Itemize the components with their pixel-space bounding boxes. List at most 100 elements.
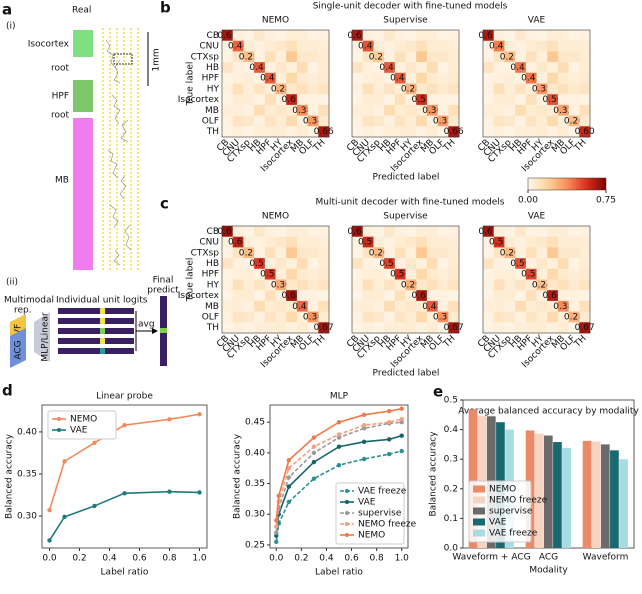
heatmap-cell [437, 279, 449, 291]
bar [534, 433, 544, 548]
group-title: Multi-unit decoder with fine-tuned model… [316, 198, 505, 208]
heatmap-cell [243, 311, 255, 323]
heatmap-cell [525, 311, 537, 323]
heatmap-cell [493, 104, 505, 116]
x-axis-label: Predicted label [373, 369, 440, 379]
row-label: OLF [202, 312, 219, 322]
heatmap-cell [437, 311, 449, 323]
heatmap-cell [232, 104, 244, 116]
series-marker [336, 435, 342, 440]
heatmap-cell [448, 115, 460, 127]
heatmap-cell [352, 94, 363, 106]
probe-lines [102, 28, 139, 272]
y-tick-label: 0.40 [245, 448, 265, 458]
heatmap-cell [504, 290, 516, 302]
cell-label: 0.65 [347, 31, 367, 41]
heatmap-cell [536, 72, 548, 84]
heatmap-cell [568, 279, 580, 291]
heatmap-cell [547, 62, 559, 74]
cell-label: 0.55 [260, 270, 280, 280]
heatmap-cell [416, 126, 428, 138]
heatmap-cell [307, 51, 319, 63]
heatmap-cell [384, 72, 396, 84]
x-axis-label: Modality [529, 566, 568, 576]
heatmap-cell [352, 30, 363, 41]
heatmap-cell [307, 72, 319, 84]
heatmap-cell [232, 72, 244, 84]
heatmap-cell [232, 258, 244, 270]
heatmap-cell [568, 94, 580, 106]
heatmap-cell [394, 104, 406, 116]
heatmap-cell [483, 311, 494, 323]
heatmap-cell [264, 247, 276, 259]
series-marker [361, 456, 367, 462]
heatmap-cell [493, 30, 505, 41]
heatmap-cell [394, 247, 406, 259]
x-tick-label: 0.8 [162, 554, 177, 564]
heatmap-cell [254, 279, 266, 291]
heatmap-cell [437, 72, 449, 84]
heatmap-cell [286, 322, 298, 334]
y-axis-label: Balanced accuracy [429, 431, 439, 517]
heatmap-cell [525, 126, 537, 138]
row-label: CB [207, 31, 219, 41]
cell-label: 0.66 [444, 127, 464, 137]
heatmap-cell [437, 247, 449, 259]
heatmap-cell [493, 226, 505, 237]
heatmap-cell [405, 40, 417, 52]
heatmap-cell [275, 51, 287, 63]
heatmap-cell [243, 83, 255, 95]
row-label: MB [205, 106, 219, 116]
legend-label: supervise [489, 507, 533, 517]
heatmap-cell [579, 30, 591, 41]
heatmap-cell [525, 258, 537, 270]
heatmap-cell [286, 268, 298, 280]
heatmap-cell [579, 104, 591, 116]
heatmap-cell [394, 322, 406, 334]
heatmap-cell [307, 226, 319, 237]
heatmap-cell [384, 311, 396, 323]
heatmap-cell [373, 322, 385, 334]
heatmap-cell [352, 322, 363, 334]
heatmap-cell [384, 268, 396, 280]
heatmap-cell [243, 30, 255, 41]
region-label: root [51, 111, 70, 121]
heatmap-cell [568, 268, 580, 280]
series-marker [336, 432, 342, 437]
heatmap-cell [483, 322, 494, 334]
heatmap-cell [525, 226, 537, 237]
heatmap-cell [264, 51, 276, 63]
heatmap-cell [437, 51, 449, 63]
heatmap-cell [557, 290, 569, 302]
heatmap-cell [547, 40, 559, 52]
heatmap-cell [373, 236, 385, 248]
heatmap-cell [579, 226, 591, 237]
cell-label: 0.48 [390, 74, 410, 84]
heatmap-cell [394, 40, 406, 52]
series-marker [274, 533, 279, 538]
heatmap-cell [222, 268, 233, 280]
colorbar [527, 177, 607, 191]
heatmap-cell [568, 236, 580, 248]
heatmap-cell [547, 258, 559, 270]
bar [468, 409, 478, 548]
x-tick-label: 0.0 [42, 554, 57, 564]
multimodal-label: rep. [14, 306, 32, 316]
cell-label: 0.61 [228, 238, 248, 248]
heatmap-cell [243, 236, 255, 248]
heatmap-cell [504, 247, 516, 259]
heatmap-cell [286, 126, 298, 138]
heatmap-cell [493, 62, 505, 74]
heatmap-cell [515, 72, 527, 84]
region-mb [73, 118, 93, 270]
heatmap-cell [286, 72, 298, 84]
heatmap-cell [296, 268, 308, 280]
heatmap-cell [275, 226, 287, 237]
heatmap-cell [307, 300, 319, 312]
heatmap-cell [579, 258, 591, 270]
heatmap-cell [579, 126, 591, 138]
legend-label: VAE [358, 498, 376, 508]
heatmap-cell [275, 322, 287, 334]
heatmap-cell [362, 62, 374, 74]
heatmap-cell [416, 311, 428, 323]
